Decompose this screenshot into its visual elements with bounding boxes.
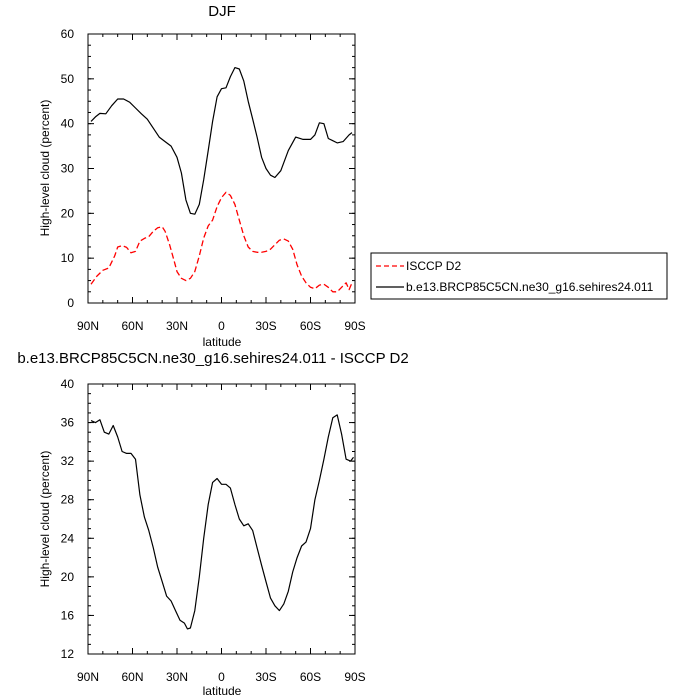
top-x-tick-labels: 90N 60N 30N 0 30S 60S 90S (77, 319, 366, 333)
legend-label-isccp: ISCCP D2 (406, 259, 461, 273)
bottom-chart-title: b.e13.BRCP85C5CN.ne30_g16.sehires24.011 … (17, 350, 408, 367)
y-tick-label: 12 (61, 647, 75, 661)
bottom-y-axis-label: High-level cloud (percent) (38, 451, 52, 588)
bottom-y-tick-labels: 12 16 20 24 28 32 36 40 (61, 377, 75, 661)
y-tick-label: 10 (61, 251, 75, 265)
x-tick-label: 90S (344, 670, 365, 684)
legend-label-model: b.e13.BRCP85C5CN.ne30_g16.sehires24.011 (406, 280, 654, 294)
y-tick-label: 40 (61, 377, 75, 391)
y-tick-label: 36 (61, 416, 75, 430)
legend: ISCCP D2 b.e13.BRCP85C5CN.ne30_g16.sehir… (370, 252, 668, 300)
y-tick-label: 32 (61, 454, 75, 468)
top-x-axis-label: latitude (203, 335, 242, 349)
top-chart-title: DJF (208, 3, 236, 20)
y-tick-label: 20 (61, 206, 75, 220)
top-series-lines (90, 66, 353, 293)
y-tick-label: 16 (61, 608, 75, 622)
top-y-tick-labels: 0 10 20 30 40 50 60 (61, 27, 75, 310)
bottom-x-axis-label: latitude (203, 684, 242, 698)
y-tick-label: 60 (61, 27, 75, 41)
x-tick-label: 30N (166, 319, 188, 333)
x-tick-label: 90N (77, 670, 99, 684)
top-panel: DJF 0 10 20 30 40 50 60 90N 60N 30N 0 30S 60S 90S la… (38, 3, 366, 349)
x-tick-label: 60S (300, 670, 321, 684)
top-plot-frame (87, 33, 356, 304)
y-tick-label: 30 (61, 162, 75, 176)
y-tick-label: 0 (67, 296, 74, 310)
bottom-x-tick-labels: 90N 60N 30N 0 30S 60S 90S (77, 670, 366, 684)
y-tick-label: 20 (61, 570, 75, 584)
legend-box (370, 252, 668, 300)
x-tick-label: 0 (218, 670, 225, 684)
series-line-difference (90, 414, 354, 630)
x-tick-label: 30N (166, 670, 188, 684)
bottom-panel: b.e13.BRCP85C5CN.ne30_g16.sehires24.011 … (17, 350, 408, 698)
bottom-axis-ticks (87, 383, 356, 655)
bottom-series-lines (90, 414, 354, 630)
x-tick-label: 30S (255, 670, 276, 684)
bottom-plot-frame (87, 383, 356, 655)
x-tick-label: 90N (77, 319, 99, 333)
top-y-axis-label: High-level cloud (percent) (38, 100, 52, 237)
series-line-isccp-d2 (90, 191, 353, 293)
x-tick-label: 90S (344, 319, 365, 333)
x-tick-label: 30S (255, 319, 276, 333)
y-tick-label: 24 (61, 531, 75, 545)
x-tick-label: 0 (218, 319, 225, 333)
y-tick-label: 40 (61, 117, 75, 131)
x-tick-label: 60N (121, 670, 143, 684)
series-line-model (90, 66, 353, 215)
y-tick-label: 28 (61, 493, 75, 507)
top-axis-ticks (87, 33, 356, 304)
y-tick-label: 50 (61, 72, 75, 86)
x-tick-label: 60S (300, 319, 321, 333)
x-tick-label: 60N (121, 319, 143, 333)
